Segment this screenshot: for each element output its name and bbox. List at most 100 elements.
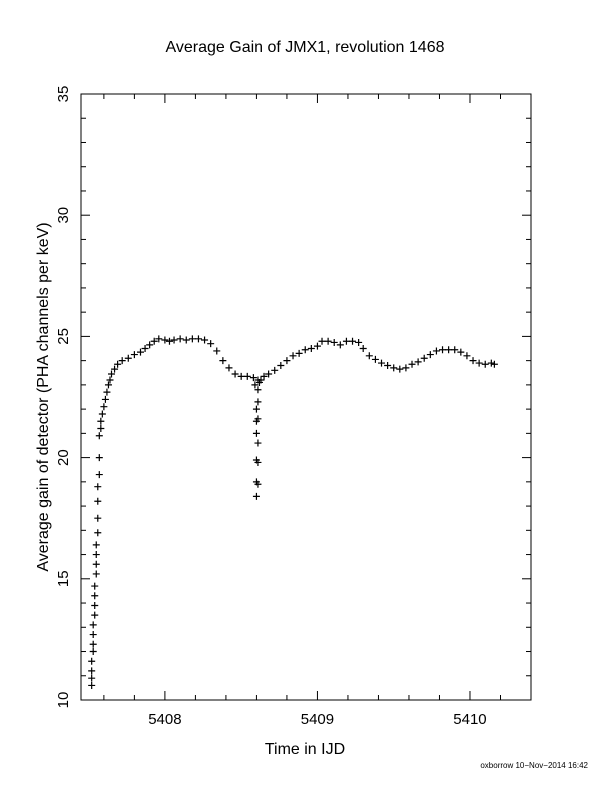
- data-point: [124, 354, 132, 362]
- data-point: [92, 560, 100, 568]
- data-point: [100, 403, 108, 411]
- y-axis-label: Average gain of detector (PHA channels p…: [35, 222, 52, 571]
- chart-title: Average Gain of JMX1, revolution 1468: [166, 39, 445, 56]
- data-point: [194, 335, 202, 343]
- data-point: [118, 357, 126, 365]
- data-point: [402, 364, 410, 372]
- data-point: [283, 357, 291, 365]
- data-point: [359, 345, 367, 353]
- data-point: [254, 415, 262, 423]
- data-point: [101, 395, 109, 403]
- data-point: [98, 410, 106, 418]
- data-point: [439, 346, 447, 354]
- data-point: [420, 354, 428, 362]
- data-point: [252, 492, 260, 500]
- y-tick-label: 30: [55, 207, 72, 224]
- data-point: [104, 381, 112, 389]
- data-point: [251, 381, 259, 389]
- data-point: [103, 388, 111, 396]
- data-point: [243, 372, 251, 380]
- data-point: [475, 359, 483, 367]
- footer-timestamp: oxborrow 10−Nov−2014 16:42: [480, 761, 588, 770]
- x-tick-label: 5410: [453, 711, 486, 728]
- data-point: [155, 335, 163, 343]
- data-point: [396, 365, 404, 373]
- data-point: [91, 601, 99, 609]
- data-point: [384, 361, 392, 369]
- data-point: [252, 429, 260, 437]
- data-point: [257, 376, 265, 384]
- data-point: [445, 346, 453, 354]
- data-point: [451, 346, 459, 354]
- data-point: [91, 611, 99, 619]
- data-point: [92, 570, 100, 578]
- data-point: [336, 341, 344, 349]
- data-point: [106, 376, 114, 384]
- data-point: [130, 351, 138, 359]
- data-point: [89, 631, 97, 639]
- data-point: [254, 480, 262, 488]
- data-point: [111, 365, 119, 373]
- data-point: [231, 370, 239, 378]
- y-tick-label: 25: [55, 328, 72, 345]
- data-point: [237, 372, 245, 380]
- data-point: [92, 551, 100, 559]
- data-point: [170, 336, 178, 344]
- data-point: [92, 541, 100, 549]
- data-point: [295, 349, 303, 357]
- data-point: [176, 335, 184, 343]
- data-point: [254, 439, 262, 447]
- data-point: [97, 417, 105, 425]
- data-point: [426, 351, 434, 359]
- data-point: [277, 361, 285, 369]
- data-point: [349, 337, 357, 345]
- data-markers: [88, 335, 498, 689]
- data-point: [469, 357, 477, 365]
- data-point: [324, 337, 332, 345]
- y-tick-label: 10: [55, 692, 72, 709]
- data-point: [89, 621, 97, 629]
- data-point: [219, 357, 227, 365]
- data-point: [432, 347, 440, 355]
- data-point: [89, 640, 97, 648]
- data-point: [213, 347, 221, 355]
- data-point: [97, 425, 105, 433]
- data-point: [141, 345, 149, 353]
- data-point: [414, 358, 422, 366]
- data-point: [318, 337, 326, 345]
- data-point: [165, 337, 173, 345]
- data-point: [94, 514, 102, 522]
- data-point: [378, 359, 386, 367]
- data-point: [365, 352, 373, 360]
- data-point: [408, 360, 416, 368]
- data-point: [457, 348, 465, 356]
- data-point: [265, 370, 273, 378]
- data-point: [182, 336, 190, 344]
- plot-frame: [80, 93, 532, 701]
- data-point: [150, 337, 158, 345]
- data-point: [108, 370, 116, 378]
- data-point: [88, 681, 96, 689]
- axis-tick-labels: 5408 5409 5410 10 15 20 25 30 35: [55, 86, 487, 728]
- data-point: [161, 336, 169, 344]
- data-point: [254, 458, 262, 466]
- data-point: [355, 338, 363, 346]
- data-point: [146, 341, 154, 349]
- y-tick-label: 20: [55, 449, 72, 466]
- data-point: [313, 342, 321, 350]
- x-tick-label: 5408: [148, 711, 181, 728]
- x-axis-label: Time in IJD: [265, 741, 345, 758]
- data-point: [490, 360, 498, 368]
- data-point: [95, 454, 103, 462]
- data-point: [260, 372, 268, 380]
- data-point: [371, 355, 379, 363]
- data-point: [94, 483, 102, 491]
- data-point: [301, 346, 309, 354]
- data-point: [330, 338, 338, 346]
- data-point: [307, 345, 315, 353]
- data-point: [91, 582, 99, 590]
- data-point: [114, 360, 122, 368]
- data-point: [487, 359, 495, 367]
- data-point: [95, 432, 103, 440]
